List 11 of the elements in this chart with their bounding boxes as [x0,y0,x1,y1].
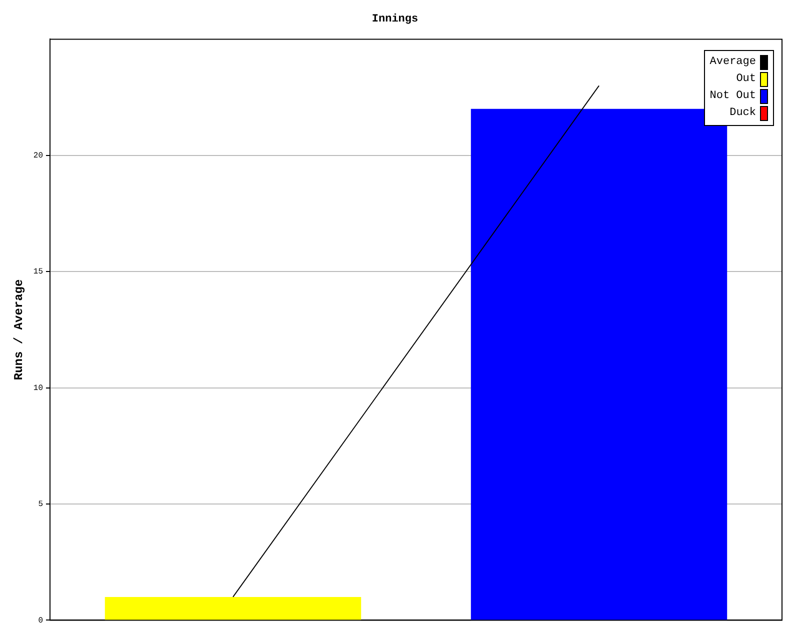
y-tick-label: 10 [33,384,44,393]
y-axis-title: Runs / Average [12,279,26,380]
chart-title: Innings [372,13,418,26]
legend-label: Duck [730,106,756,121]
y-tick-label: 15 [33,268,44,277]
y-tick-label: 0 [38,616,44,626]
y-tick-label: 5 [38,500,44,510]
legend-label: Not Out [710,89,756,104]
legend-label: Out [736,72,756,87]
y-tick-label: 20 [33,152,44,161]
legend-label: Average [710,55,756,70]
